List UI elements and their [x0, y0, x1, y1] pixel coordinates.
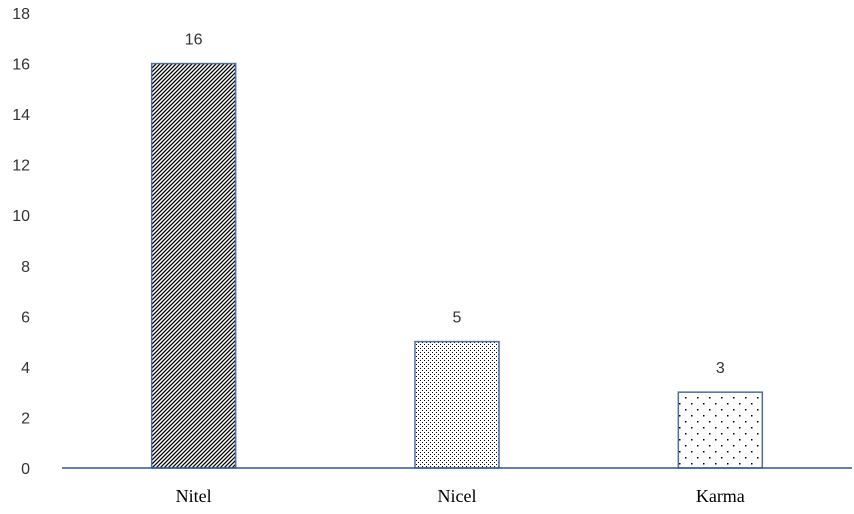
- bar-karma: [677, 391, 764, 469]
- x-tick-label: Nitel: [176, 486, 212, 506]
- y-tick-label: 10: [12, 208, 30, 225]
- data-label: 16: [185, 32, 203, 49]
- y-tick-label: 16: [12, 57, 30, 74]
- x-axis-ticks: Nitel Nicel Karma: [176, 486, 745, 506]
- bar-nicel: [414, 340, 500, 469]
- data-label: 5: [453, 310, 462, 327]
- y-axis-ticks: 0 2 4 6 8 10 12 14 16 18: [12, 6, 30, 478]
- data-label: 3: [716, 360, 725, 377]
- y-tick-label: 2: [21, 410, 30, 427]
- x-tick-label: Nicel: [438, 486, 477, 506]
- y-tick-label: 6: [21, 309, 30, 326]
- y-tick-label: 18: [12, 6, 30, 23]
- y-tick-label: 12: [12, 158, 30, 175]
- y-tick-label: 8: [21, 259, 30, 276]
- y-tick-label: 0: [21, 461, 30, 478]
- bar-nitel: [150, 62, 237, 469]
- y-tick-label: 14: [12, 107, 30, 124]
- y-tick-label: 4: [21, 360, 30, 377]
- x-tick-label: Karma: [696, 486, 745, 506]
